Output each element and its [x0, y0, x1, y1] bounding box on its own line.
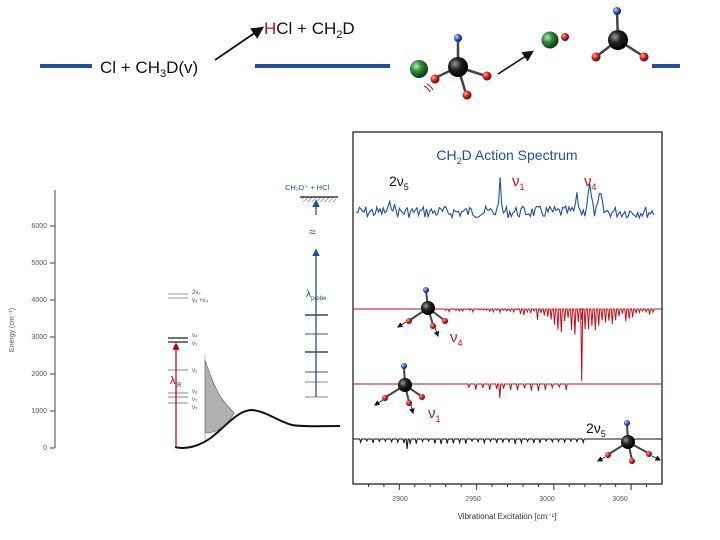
- vibrational-distribution: [204, 359, 235, 434]
- product-arrow: [497, 50, 534, 75]
- vibration-mark: [423, 83, 434, 93]
- spectrum-x-axis: [367, 484, 648, 490]
- level-label-nu3-nu4: ν₃ +ν₄: [192, 298, 209, 304]
- reaction-scheme: Cl + CH3D(v) HCl + CH2D: [40, 7, 680, 100]
- peak-label-nu4: ν4: [584, 173, 597, 192]
- carbon-atom: [448, 57, 468, 77]
- hydrogen-atom: [591, 52, 601, 62]
- spectrum-x-axis-label: Vibrational Excitation [cm⁻¹]: [458, 512, 557, 521]
- action-spectrum-trace: [355, 177, 655, 220]
- energy-tick-label: 6000: [31, 223, 47, 230]
- vibrational-levels: [168, 293, 188, 404]
- ch2d-molecule-icon: [597, 420, 662, 464]
- energy-tick-label: 1000: [31, 408, 47, 415]
- energy-tick-label: 0: [43, 445, 47, 452]
- spectrum-x-tick-label: 3050: [612, 496, 628, 503]
- hcl-ch2d-molecules: [541, 7, 649, 62]
- energy-tick-label: 3000: [31, 334, 47, 341]
- spectrum-x-tick-label: 3000: [539, 496, 555, 503]
- spectrum-x-tick-label: 2950: [465, 496, 481, 503]
- hydrogen-atom: [639, 52, 649, 62]
- trace-label-nu4: ν4: [450, 329, 463, 348]
- cl-atom: [410, 60, 428, 78]
- energy-ticks: [50, 225, 55, 449]
- level-label-nu5: ν₅: [192, 405, 198, 411]
- peak-label-2nu5: 2ν5: [389, 173, 409, 192]
- energy-tick-label: 2000: [31, 371, 47, 378]
- reactant-label: Cl + CH3D(v): [100, 58, 198, 80]
- hydrogen-atom: [561, 33, 569, 41]
- potential-energy-curve: [174, 408, 341, 449]
- carbon-atom: [608, 30, 628, 50]
- level-label-nu6: ν₆: [192, 389, 198, 395]
- level-label-2nu2: 2ν₂: [192, 290, 201, 296]
- spectrum-x-tick-label: 2900: [392, 496, 408, 503]
- product-label: HCl + CH2D: [264, 19, 355, 41]
- energy-tick-label: 5000: [31, 260, 47, 267]
- level-label-nu3: ν₃: [192, 397, 198, 403]
- trace-label-2nu5: 2ν5: [586, 420, 606, 439]
- hydrogen-atom: [430, 74, 440, 84]
- trace-label-nu1: ν1: [428, 405, 441, 424]
- level-label-nu4: ν₄: [192, 333, 198, 339]
- action-spectrum-panel: CH2D Action Spectrum 2ν5 ν1 ν4 ν4 ν1 2ν5: [352, 131, 663, 521]
- spectrum-title: CH2D Action Spectrum: [436, 147, 577, 166]
- peak-label-nu1: ν1: [512, 173, 525, 192]
- 2nu5-simulated-trace: [353, 438, 662, 450]
- cl-atom: [541, 31, 559, 49]
- ion-label: CH₂D⁺ + HCl: [285, 183, 329, 192]
- deuterium-atom: [613, 7, 621, 15]
- level-label-nu2: ν₂: [192, 368, 198, 374]
- ch2d-molecule-icon: [374, 363, 425, 415]
- deuterium-atom: [454, 34, 462, 42]
- lambda-probe-label: λprobe: [306, 289, 327, 302]
- ch2d-molecule-icon: [397, 287, 448, 338]
- nu4-simulated-trace: [353, 308, 662, 382]
- reaction-arrow: [214, 26, 265, 61]
- energy-tick-label: 4000: [31, 297, 47, 304]
- nu1-simulated-trace: [353, 383, 662, 399]
- hydrogen-atom: [482, 71, 492, 81]
- energy-diagram: 0 1000 2000 3000 4000 5000 6000 Energy (…: [9, 183, 341, 452]
- lambda-ir-label: λIR: [170, 375, 182, 389]
- break-symbol: ≈: [309, 225, 316, 239]
- hydrogen-atom: [462, 90, 472, 100]
- ion-level-hatch: [302, 197, 336, 202]
- cl-ch3d-molecule: [410, 34, 492, 100]
- energy-axis-label: Energy (cm⁻¹): [9, 308, 16, 352]
- level-label-nu1: ν₁: [192, 341, 197, 347]
